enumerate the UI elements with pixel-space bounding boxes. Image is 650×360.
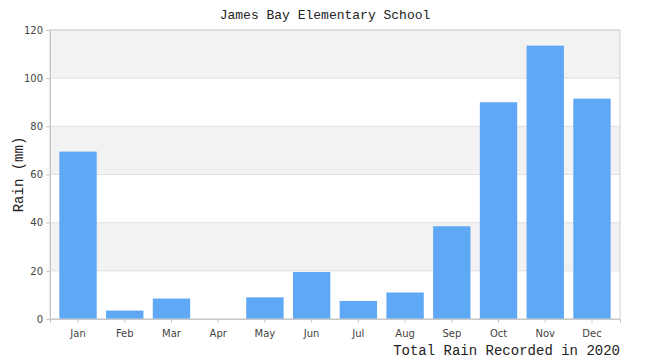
x-tick-mark <box>124 319 125 323</box>
x-tick-label: Aug <box>395 328 415 339</box>
y-axis: 0 20 40 60 80 100 120 <box>24 25 51 325</box>
x-tick-label: Nov <box>535 328 555 339</box>
y-axis-title: Rain (mm) <box>11 137 27 213</box>
y-tick-mark <box>46 319 50 320</box>
bar <box>573 99 610 319</box>
bar <box>246 297 283 319</box>
y-tick-label: 80 <box>30 121 43 132</box>
x-tick-label: Jun <box>303 328 320 339</box>
x-tick: Jan <box>69 319 85 339</box>
x-tick-mark <box>218 319 219 323</box>
x-tick-label: Apr <box>210 328 228 339</box>
y-axis-line <box>46 31 51 320</box>
bar <box>293 272 330 319</box>
y-tick-mark <box>46 30 50 31</box>
x-tick-mark <box>78 319 79 323</box>
x-tick-mark <box>171 319 172 323</box>
y-tick-label: 20 <box>30 266 43 277</box>
grid <box>50 30 620 319</box>
x-tick-label: Oct <box>490 328 507 339</box>
x-tick: Oct <box>490 319 507 339</box>
x-tick-mark <box>498 319 499 323</box>
y-tick: 120 <box>24 25 50 36</box>
x-tick-label: Sep <box>442 328 461 339</box>
x-tick: Aug <box>395 319 415 339</box>
x-tick-mark <box>311 319 312 323</box>
x-tick-mark <box>264 319 265 323</box>
bar <box>527 46 564 319</box>
x-tick: May <box>255 319 276 339</box>
bar <box>153 299 190 319</box>
y-tick-label: 0 <box>37 314 43 325</box>
x-tick: Apr <box>210 319 228 339</box>
bar <box>59 152 96 319</box>
x-tick-label: Jan <box>69 328 85 339</box>
bar <box>386 293 423 319</box>
x-tick-mark <box>358 319 359 323</box>
y-tick: 60 <box>30 169 50 180</box>
title: James Bay Elementary School <box>220 8 431 23</box>
x-tick: Jun <box>303 319 320 339</box>
y-tick-mark <box>46 175 50 176</box>
x-tick: Feb <box>116 319 134 339</box>
x-tick-label: Jul <box>351 328 364 339</box>
y-tick-mark <box>46 126 50 127</box>
plot-frame <box>50 30 620 319</box>
x-tick: Sep <box>442 319 461 339</box>
bar <box>106 311 143 319</box>
y-tick: 40 <box>30 217 50 228</box>
y-tick-label: 60 <box>30 169 43 180</box>
y-tick-label: 120 <box>24 25 43 36</box>
x-tick: Nov <box>535 319 555 339</box>
bar <box>340 301 377 319</box>
y-tick-label: 40 <box>30 217 43 228</box>
x-axis: Jan Feb Mar Apr May Jun Jul Aug Sep Oct Nov Dec <box>51 319 621 339</box>
y-tick-mark <box>46 78 50 79</box>
x-tick: Dec <box>582 319 601 339</box>
bars <box>59 46 610 319</box>
x-tick-label: May <box>255 328 276 339</box>
x-tick-mark <box>405 319 406 323</box>
plot-background <box>50 30 620 319</box>
y-tick: 80 <box>30 121 50 132</box>
chart: 0 20 40 60 80 100 120 Jan Feb Mar Apr May Jun Jul Aug S… <box>0 0 650 360</box>
x-tick-label: Dec <box>582 328 601 339</box>
y-tick: 20 <box>30 266 50 277</box>
y-tick-label: 100 <box>24 73 43 84</box>
x-tick: Jul <box>351 319 364 339</box>
x-tick-mark <box>451 319 452 323</box>
x-tick-label: Feb <box>116 328 134 339</box>
x-tick-label: Mar <box>162 328 182 339</box>
y-tick: 0 <box>37 314 50 325</box>
bar <box>480 102 517 319</box>
y-tick-mark <box>46 271 50 272</box>
x-axis-line <box>51 320 621 324</box>
x-axis-title: Total Rain Recorded in 2020 <box>393 343 620 359</box>
x-tick: Mar <box>162 319 182 339</box>
x-tick-mark <box>591 319 592 323</box>
x-tick-mark <box>545 319 546 323</box>
y-tick: 100 <box>24 73 50 84</box>
bar <box>433 226 470 319</box>
y-tick-mark <box>46 223 50 224</box>
